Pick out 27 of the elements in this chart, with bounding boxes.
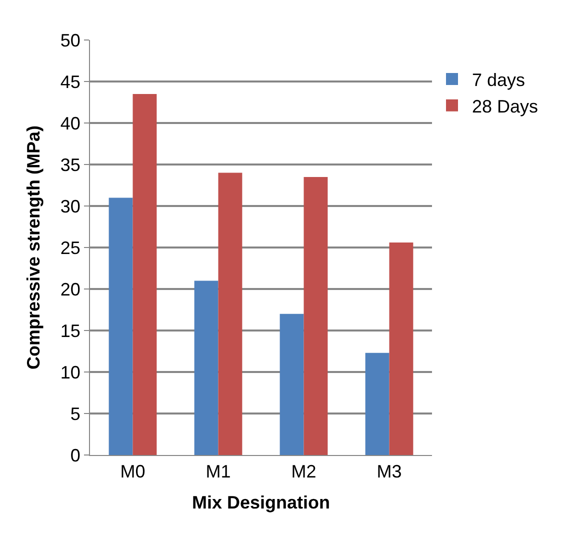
y-tick-label: 35 — [60, 154, 80, 175]
x-tick-label: M3 — [376, 462, 402, 482]
x-tick-label: M2 — [291, 462, 316, 482]
x-tick-label: M1 — [206, 462, 231, 482]
y-tick-label: 15 — [60, 320, 80, 341]
bar — [365, 352, 390, 455]
x-tick-label: M0 — [120, 462, 146, 482]
y-tick-label: 5 — [70, 404, 80, 424]
y-axis-title: Compressive strength (MPa) — [24, 125, 44, 370]
y-tick-label: 50 — [60, 30, 80, 50]
bar — [132, 94, 157, 455]
bar — [194, 280, 218, 455]
y-tick-label: 25 — [60, 238, 80, 258]
bar — [108, 198, 133, 455]
y-tick-label: 20 — [60, 279, 80, 300]
y-tick-label: 0 — [70, 445, 80, 466]
y-tick-label: 10 — [60, 362, 80, 382]
x-axis-title: Mix Designation — [192, 492, 330, 513]
legend-label: 28 Days — [472, 96, 538, 116]
bar — [389, 242, 414, 455]
legend-label: 7 days — [472, 70, 526, 90]
bar — [218, 172, 242, 455]
bar — [304, 176, 328, 455]
y-tick-label: 40 — [60, 113, 80, 134]
y-tick-label: 30 — [60, 196, 80, 216]
bar — [280, 314, 304, 455]
y-tick-label: 45 — [60, 72, 80, 92]
